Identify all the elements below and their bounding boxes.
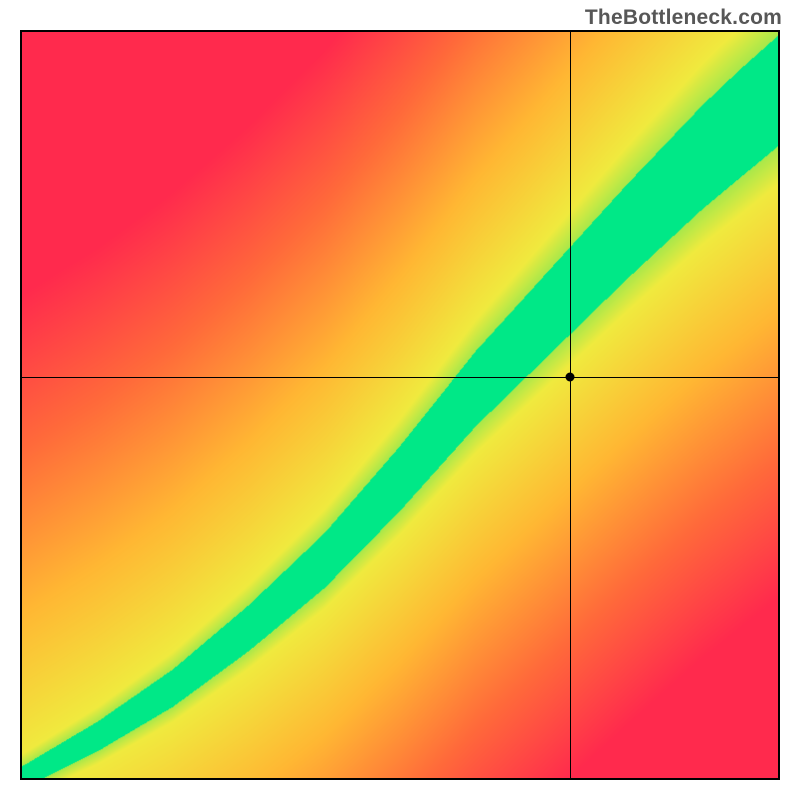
watermark-text: TheBottleneck.com xyxy=(585,6,782,30)
heatmap-canvas xyxy=(22,32,778,778)
crosshair-vertical xyxy=(570,32,571,778)
data-point-marker xyxy=(566,372,575,381)
heatmap-plot-area xyxy=(20,30,780,780)
crosshair-horizontal xyxy=(22,377,778,378)
